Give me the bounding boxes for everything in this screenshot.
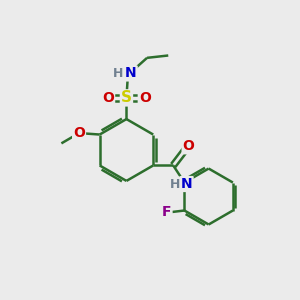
Text: O: O bbox=[183, 139, 194, 153]
Text: H: H bbox=[170, 178, 180, 190]
Text: N: N bbox=[181, 177, 193, 191]
Text: N: N bbox=[125, 66, 137, 80]
Text: S: S bbox=[121, 90, 132, 105]
Text: F: F bbox=[162, 205, 172, 219]
Text: O: O bbox=[139, 91, 151, 105]
Text: O: O bbox=[73, 126, 85, 140]
Text: H: H bbox=[112, 67, 123, 80]
Text: O: O bbox=[102, 91, 114, 105]
